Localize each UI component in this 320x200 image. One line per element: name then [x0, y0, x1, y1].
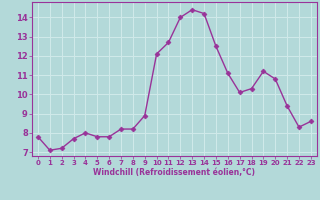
X-axis label: Windchill (Refroidissement éolien,°C): Windchill (Refroidissement éolien,°C) [93, 168, 255, 177]
